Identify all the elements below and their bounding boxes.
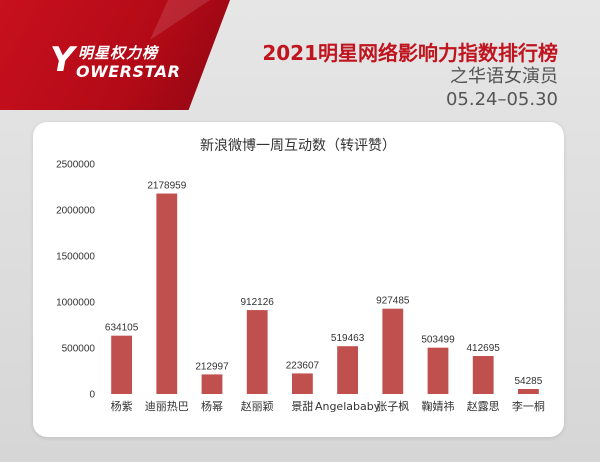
page-subtitle: 之华语女演员: [450, 66, 558, 87]
x-tick-label: 鞠婧祎: [422, 399, 455, 413]
bar: [382, 308, 404, 394]
chart-title: 新浪微博一周互动数（转评赞）: [200, 137, 396, 154]
bars-group: 634105 2178959 212997 912126 223607 519463 927…: [105, 181, 543, 394]
bar: [246, 310, 268, 394]
x-tick-label: 景甜: [291, 400, 313, 413]
x-tick-label: 李一桐: [512, 399, 545, 413]
y-tick-label: 500000: [62, 344, 96, 355]
y-tick-label: 1500000: [56, 252, 95, 263]
x-tick-label: 杨幂: [201, 399, 223, 413]
bar: [518, 389, 539, 394]
x-tick-label: 赵丽颖: [241, 399, 274, 413]
bar: [292, 373, 313, 394]
x-tick-label: 赵露思: [467, 399, 500, 413]
y-axis: 0 500000 1000000 1500000 2000000 2500000: [56, 160, 95, 401]
y-tick-label: 0: [89, 390, 95, 401]
page-title: 2021明星网络影响力指数排行榜: [262, 41, 558, 65]
bar-data-label: 634105: [105, 323, 139, 334]
x-tick-label: 张子枫: [376, 399, 409, 413]
bar-data-label: 2178959: [147, 181, 186, 192]
bar-data-label: 54285: [514, 376, 542, 387]
logo-chinese-text: 明星权力榜: [78, 44, 159, 62]
bar-data-label: 223607: [286, 360, 320, 371]
logo-y-mark: Y: [50, 40, 75, 80]
x-tick-label: 杨紫: [111, 399, 133, 413]
y-tick-label: 2500000: [56, 160, 95, 171]
bar-data-label: 412695: [467, 343, 501, 354]
bar-chart: 新浪微博一周互动数（转评赞） 0 500000 1000000 1500000 2000…: [56, 137, 545, 413]
header-titles: 2021明星网络影响力指数排行榜 之华语女演员 05.24–05.30: [262, 40, 558, 112]
bar: [201, 374, 223, 394]
powerstar-logo: Y 明星权力榜 OWERSTAR: [50, 38, 200, 88]
bar: [472, 356, 494, 394]
bar-data-label: 519463: [331, 333, 365, 344]
bar-data-label: 927485: [376, 296, 410, 307]
bar-data-label: 212997: [195, 361, 229, 372]
chart-card: 新浪微博一周互动数（转评赞） 0 500000 1000000 1500000 2000…: [33, 122, 564, 437]
bar-data-label: 912126: [241, 297, 275, 308]
y-tick-label: 2000000: [56, 206, 95, 217]
logo-english-text: OWERSTAR: [76, 62, 181, 81]
x-tick-label: 迪丽热巴: [145, 400, 189, 413]
date-range: 05.24–05.30: [445, 89, 558, 110]
x-tick-label: Angelababy: [315, 400, 381, 413]
y-tick-label: 1000000: [56, 298, 95, 309]
bar: [156, 193, 178, 394]
bar: [337, 346, 358, 394]
bar: [427, 347, 449, 394]
bar-data-label: 503499: [421, 335, 455, 346]
bar: [111, 335, 132, 394]
brand-banner: [0, 0, 230, 110]
